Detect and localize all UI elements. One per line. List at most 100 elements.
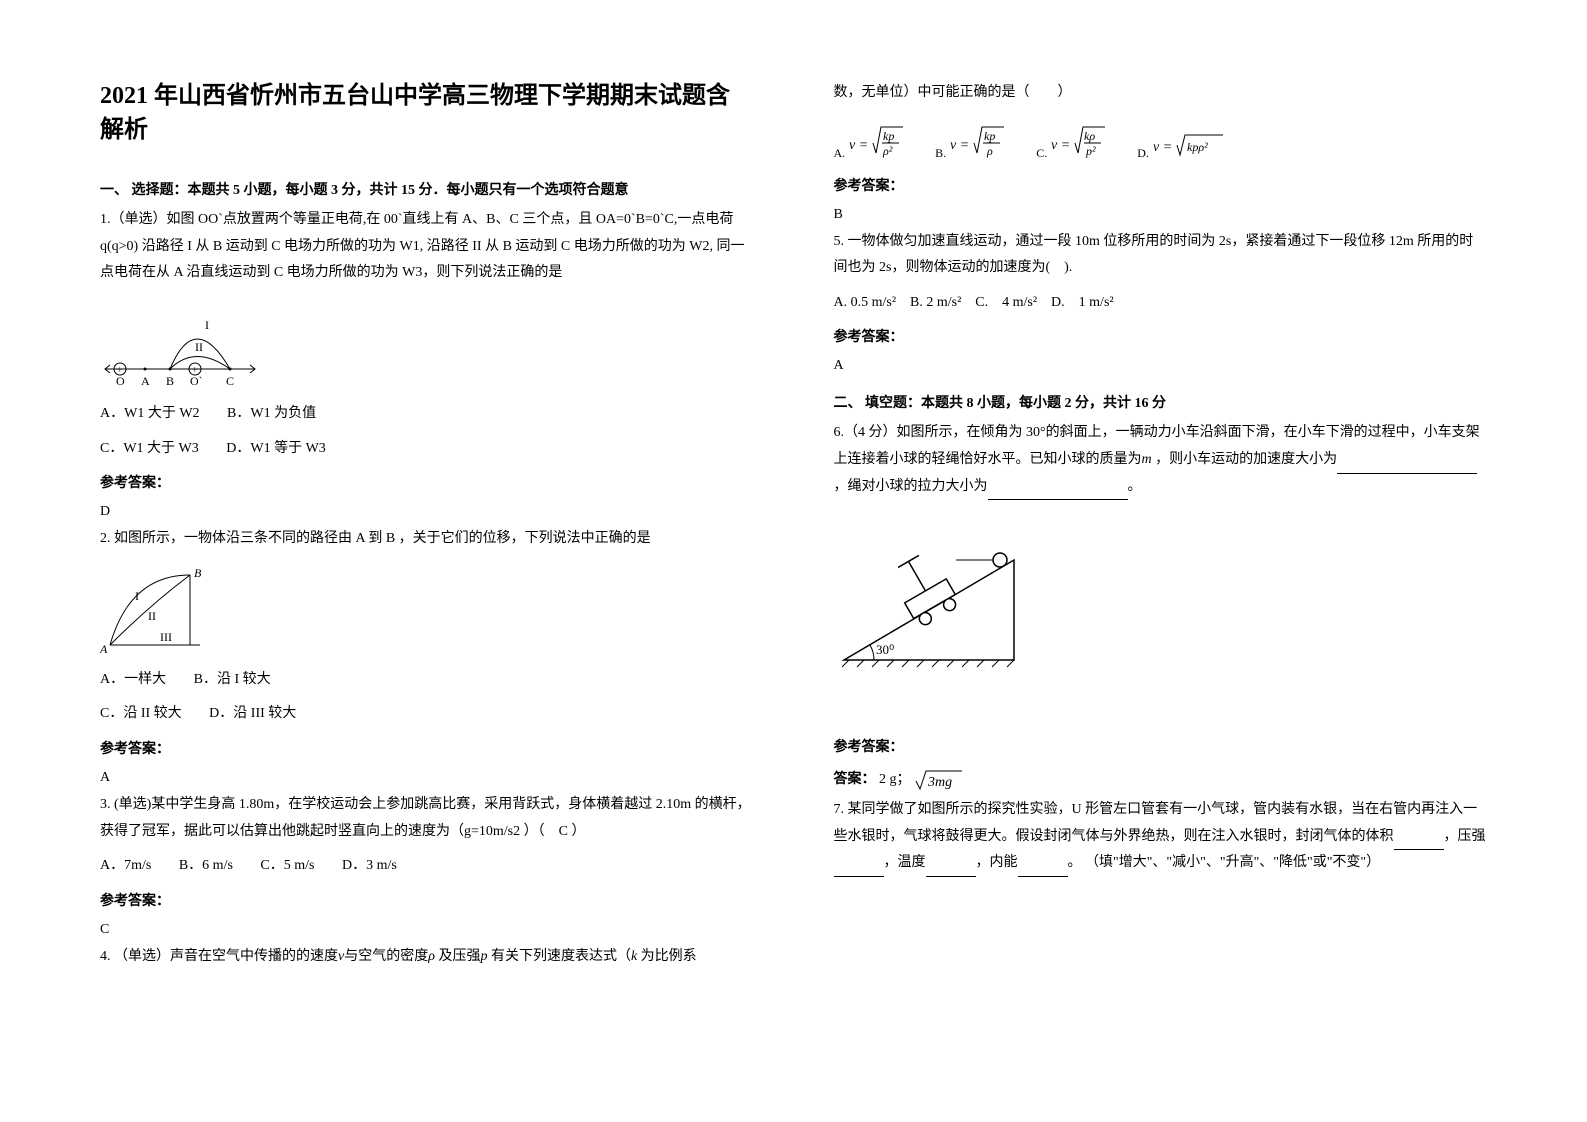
q4-t3: 及压强 — [435, 949, 481, 964]
q1-options-row1: A．W1 大于 W2 B．W1 为负值 — [100, 401, 754, 428]
q5-options: A. 0.5 m/s² B. 2 m/s² C. 4 m/s² D. 1 m/s… — [834, 290, 1488, 317]
svg-text:v =: v = — [1051, 138, 1070, 153]
q1-diagram: I II + + O A B O` C — [100, 299, 754, 389]
q5-text: 5. 一物体做匀加速直线运动，通过一段 10m 位移所用的时间为 2s，紧接着通… — [834, 229, 1488, 282]
q4-answer-label: 参考答案： — [834, 175, 1488, 195]
q7-text: 7. 某同学做了如图所示的探究性实验，U 形管左口管套有一小气球，管内装有水银，… — [834, 797, 1488, 877]
q4-optB-label: B. — [935, 146, 946, 161]
q7-t5: 。 （填"增大"、"减小"、"升高"、"降低"或"不变"） — [1068, 855, 1381, 870]
q3-answer-label: 参考答案： — [100, 890, 754, 910]
svg-text:kpρ²: kpρ² — [1187, 140, 1208, 154]
q6-blank2 — [988, 486, 1128, 500]
sqrt3mg-icon: 3mg — [914, 769, 964, 791]
q3-optB: B．6 m/s — [179, 858, 233, 873]
q2-options-row1: A．一样大 B．沿 I 较大 — [100, 667, 754, 694]
q6-answer-prefix: 答案： — [834, 772, 876, 787]
svg-text:O: O — [116, 374, 125, 388]
q7-blank2 — [834, 863, 884, 877]
svg-text:3mg: 3mg — [927, 775, 952, 790]
svg-text:v =: v = — [849, 138, 868, 153]
svg-text:B: B — [166, 374, 174, 388]
q4-var-rho: ρ — [428, 949, 435, 964]
q6-text: 6.（4 分）如图所示，在倾角为 30°的斜面上，一辆动力小车沿斜面下滑，在小车… — [834, 420, 1488, 500]
q2-options-row2: C．沿 II 较大 D．沿 III 较大 — [100, 701, 754, 728]
svg-text:v =: v = — [950, 138, 969, 153]
right-column: 数，无单位）中可能正确的是（ ） A. v = kp ρ² B. v = kp … — [834, 80, 1488, 1082]
q1-text: 1.（单选）如图 OO`点放置两个等量正电荷,在 00`直线上有 A、B、C 三… — [100, 207, 754, 287]
q4-optA: A. v = kp ρ² — [834, 119, 906, 161]
q6-t3: ，绳对小球的拉力大小为 — [834, 479, 988, 494]
svg-text:A: A — [100, 642, 108, 655]
section2-header: 二、 填空题：本题共 8 小题，每小题 2 分，共计 16 分 — [834, 392, 1488, 412]
svg-text:A: A — [141, 374, 150, 388]
formula-B-icon: v = kp ρ — [950, 119, 1006, 161]
svg-text:kp: kp — [883, 129, 894, 143]
q7-t3: ，温度 — [884, 855, 926, 870]
q6-answer1: 2 g； — [879, 772, 911, 787]
svg-text:III: III — [160, 630, 172, 644]
q7-t4: ，内能 — [976, 855, 1018, 870]
svg-text:II: II — [195, 340, 203, 354]
q2-optD: D．沿 III 较大 — [209, 706, 296, 721]
q1-optD: D．W1 等于 W3 — [226, 441, 326, 456]
svg-text:ρ: ρ — [986, 144, 993, 158]
q7-blank3 — [926, 863, 976, 877]
svg-text:C: C — [226, 374, 234, 388]
q1-optA: A．W1 大于 W2 — [100, 406, 200, 421]
q3-optD: D．3 m/s — [342, 858, 397, 873]
exam-title: 2021 年山西省忻州市五台山中学高三物理下学期期末试题含解析 — [100, 80, 754, 147]
q4-optD-label: D. — [1137, 146, 1149, 161]
q6-answer: 答案： 2 g； 3mg — [834, 768, 1488, 791]
formula-A-icon: v = kp ρ² — [849, 119, 905, 161]
q4-optC-label: C. — [1036, 146, 1047, 161]
q3-optC: C．5 m/s — [260, 858, 314, 873]
q4-t2: 与空气的密度 — [344, 949, 428, 964]
q4-t1: 4. （单选）声音在空气中传播的的速度 — [100, 949, 338, 964]
q6-diagram: 30⁰ — [834, 520, 1488, 670]
q2-optA: A．一样大 — [100, 672, 166, 687]
q7-blank1 — [1394, 836, 1444, 850]
left-column: 2021 年山西省忻州市五台山中学高三物理下学期期末试题含解析 一、 选择题：本… — [100, 80, 754, 1082]
svg-text:p²: p² — [1085, 144, 1096, 158]
q7-blank4 — [1018, 863, 1068, 877]
q1-answer-label: 参考答案： — [100, 472, 754, 492]
q2-answer: A — [100, 770, 754, 786]
q4-text-line1: 4. （单选）声音在空气中传播的的速度v与空气的密度ρ 及压强p 有关下列速度表… — [100, 944, 754, 971]
svg-text:ρ²: ρ² — [882, 144, 893, 158]
q2-diagram: I II III A B — [100, 565, 754, 655]
q6-answer-label: 参考答案： — [834, 736, 1488, 756]
svg-text:30⁰: 30⁰ — [876, 642, 894, 657]
q2-text: 2. 如图所示，一物体沿三条不同的路径由 A 到 B ，关于它们的位移，下列说法… — [100, 526, 754, 553]
q1-options-row2: C．W1 大于 W3 D．W1 等于 W3 — [100, 436, 754, 463]
svg-text:kρ: kρ — [1084, 129, 1095, 143]
svg-text:B: B — [194, 566, 202, 580]
q4-optB: B. v = kp ρ — [935, 119, 1006, 161]
q4-optC: C. v = kρ p² — [1036, 119, 1107, 161]
q6-var-m: m — [1142, 452, 1152, 467]
q4-answer: B — [834, 207, 1488, 223]
svg-text:O`: O` — [190, 374, 203, 388]
q2-optB: B．沿 I 较大 — [194, 672, 271, 687]
svg-text:II: II — [148, 609, 156, 623]
q6-blank1 — [1337, 460, 1477, 474]
q4-text-line2: 数，无单位）中可能正确的是（ ） — [834, 80, 1488, 107]
q4-optD: D. v = kpρ² — [1137, 131, 1225, 161]
q5-answer: A — [834, 358, 1488, 374]
section1-header: 一、 选择题：本题共 5 小题，每小题 3 分，共计 15 分．每小题只有一个选… — [100, 179, 754, 199]
formula-D-icon: v = kpρ² — [1153, 131, 1225, 161]
q6-t2: ，则小车运动的加速度大小为 — [1152, 452, 1338, 467]
q4-t4: 有关下列速度表达式（ — [487, 949, 631, 964]
q4-t5: 为比例系 — [637, 949, 697, 964]
svg-text:I: I — [205, 318, 209, 332]
q2-answer-label: 参考答案： — [100, 738, 754, 758]
q7-t1: 7. 某同学做了如图所示的探究性实验，U 形管左口管套有一小气球，管内装有水银，… — [834, 802, 1478, 844]
q7-t2: ，压强 — [1444, 829, 1486, 844]
svg-text:I: I — [135, 589, 139, 603]
q2-optC: C．沿 II 较大 — [100, 706, 182, 721]
svg-text:kp: kp — [984, 129, 995, 143]
svg-text:v =: v = — [1153, 140, 1172, 155]
q3-options: A．7m/s B．6 m/s C．5 m/s D．3 m/s — [100, 853, 754, 880]
q4-optA-label: A. — [834, 146, 846, 161]
q6-t4: 。 — [1128, 479, 1142, 494]
q1-optB: B．W1 为负值 — [227, 406, 316, 421]
